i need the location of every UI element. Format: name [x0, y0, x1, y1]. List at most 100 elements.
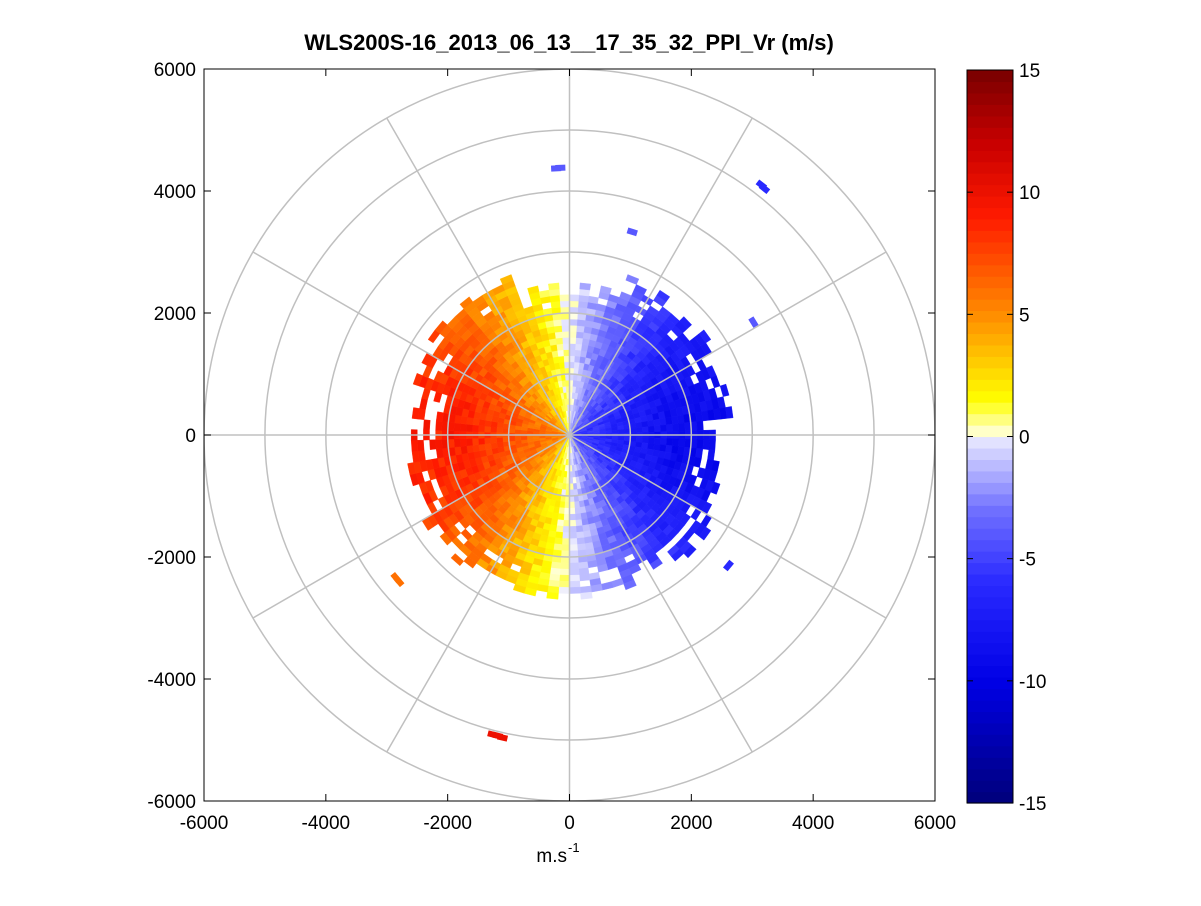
field-bin	[578, 301, 588, 308]
field-bin	[527, 436, 533, 439]
colorbar-segment	[967, 620, 1013, 632]
field-bin	[636, 422, 643, 428]
field-bin	[485, 443, 492, 450]
field-bin	[551, 301, 561, 308]
field-bin	[666, 438, 673, 445]
y-tick-label: 4000	[154, 182, 196, 203]
colorbar-segment	[967, 219, 1013, 231]
colorbar-segment	[967, 482, 1013, 494]
y-tick-label: -6000	[147, 792, 196, 813]
field-bin	[570, 520, 576, 526]
field-bin	[460, 424, 467, 432]
field-bin	[573, 483, 577, 490]
x-tick-label: 2000	[670, 813, 712, 834]
field-bin	[555, 532, 563, 539]
colorbar-segment	[967, 517, 1013, 529]
field-bin	[553, 357, 559, 364]
field-bin	[666, 445, 673, 453]
x-tick-label: -6000	[180, 813, 229, 834]
field-bin	[549, 289, 560, 296]
y-tick-label: -4000	[147, 670, 196, 691]
field-bin	[660, 438, 667, 445]
field-bin	[478, 438, 485, 445]
x-tick-label: 4000	[792, 813, 834, 834]
field-bin	[559, 356, 565, 363]
colorbar-segment	[967, 333, 1013, 345]
colorbar-segment	[967, 448, 1013, 460]
field-bin	[560, 295, 570, 301]
field-bin	[563, 526, 570, 532]
field-bin	[562, 331, 569, 337]
field-bin	[496, 427, 503, 432]
colorbar-segment	[967, 139, 1013, 151]
field-bin	[570, 581, 581, 588]
colorbar-segment	[967, 528, 1013, 540]
field-bin	[575, 520, 582, 527]
y-tick-label: -2000	[147, 548, 196, 569]
field-bin	[560, 301, 569, 307]
colorbar-tick-label: 10	[1019, 183, 1040, 204]
colorbar-segment	[967, 471, 1013, 483]
field-bin	[564, 350, 570, 356]
field-bin	[642, 421, 649, 427]
field-bin	[467, 417, 474, 425]
field-bin	[533, 436, 539, 439]
field-bin	[466, 438, 473, 445]
field-bin	[473, 418, 480, 425]
colorbar-tick-label: 0	[1019, 428, 1030, 449]
colorbar-tick-label: 15	[1019, 61, 1040, 82]
field-bin	[575, 356, 581, 363]
field-bin	[467, 445, 474, 453]
field-bin	[660, 425, 667, 432]
field-bin	[573, 477, 577, 483]
field-bin	[454, 439, 461, 447]
y-tick-label: 2000	[154, 304, 196, 325]
field-bin	[577, 544, 586, 551]
colorbar-segment	[967, 368, 1013, 380]
colorbar-segment	[967, 666, 1013, 678]
x-tick-label: 6000	[914, 813, 956, 834]
field-bin	[556, 526, 563, 533]
field-bin	[654, 419, 661, 426]
colorbar-segment	[967, 299, 1013, 311]
field-bin	[697, 421, 704, 431]
field-bin	[563, 337, 570, 343]
colorbar-segment	[967, 379, 1013, 391]
field-bin	[579, 289, 590, 296]
field-bin	[466, 424, 473, 431]
field-bin	[600, 431, 606, 434]
field-bin	[636, 427, 643, 432]
field-bin	[461, 446, 468, 454]
colorbar-segment	[967, 196, 1013, 208]
field-bin	[521, 437, 527, 441]
y-tick-label: 6000	[154, 60, 196, 81]
field-bin	[642, 438, 648, 444]
field-bin	[648, 438, 654, 444]
field-bin	[575, 508, 581, 515]
field-bin	[673, 424, 680, 432]
field-bin	[562, 532, 569, 538]
field-bin	[563, 520, 569, 526]
colorbar-segment	[967, 425, 1013, 437]
field-bin	[575, 344, 582, 351]
y-tick-label: 0	[185, 426, 196, 447]
field-bin	[666, 424, 673, 431]
colorbar-segment	[967, 322, 1013, 334]
colorbar-segment	[967, 540, 1013, 552]
colorbar-segment	[967, 574, 1013, 586]
field-bin	[575, 350, 581, 357]
field-bin	[412, 408, 420, 420]
field-bin	[570, 356, 576, 362]
colorbar-segment	[967, 70, 1013, 82]
field-bin	[636, 437, 643, 442]
field-bin	[703, 440, 710, 450]
field-bin	[548, 283, 559, 290]
field-bin	[575, 514, 581, 521]
field-bin	[570, 337, 577, 343]
field-bin	[606, 431, 612, 434]
field-bin	[559, 587, 570, 594]
field-bin	[412, 451, 420, 463]
field-bin	[436, 448, 443, 458]
colorbar-tick-label: -5	[1019, 550, 1036, 571]
